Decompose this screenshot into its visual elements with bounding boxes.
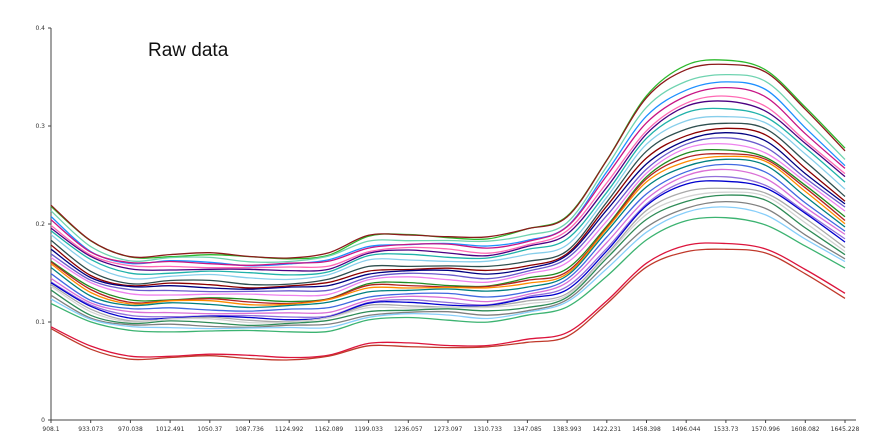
x-tick-label: 970.038 [118, 426, 143, 433]
y-tick-label: 0.3 [35, 123, 45, 130]
x-tick-label: 1050.37 [197, 426, 222, 433]
series-line [50, 59, 846, 260]
series-line [50, 158, 846, 309]
series-line [50, 155, 846, 306]
series-line [50, 142, 846, 297]
x-tick-label: 1570.996 [751, 426, 780, 433]
chart-title: Raw data [148, 40, 229, 61]
series-line [50, 216, 846, 334]
series-line [50, 115, 846, 281]
y-tick-label: 0.1 [35, 319, 45, 326]
series-line [50, 127, 846, 289]
x-tick-label: 1087.736 [235, 426, 264, 433]
x-tick-label: 1458.398 [632, 426, 661, 433]
x-tick-label: 1383.993 [553, 426, 582, 433]
x-tick-label: 1608.082 [791, 426, 820, 433]
x-tick-label: 1347.085 [513, 426, 542, 433]
x-axis-ticks: 908.1 933.073 970.038 1012.491 1050.37 1087.7… [42, 420, 859, 433]
axes [50, 28, 856, 421]
series-line [50, 95, 846, 269]
series-line [50, 86, 846, 266]
series-line [50, 163, 846, 312]
series-line [50, 63, 846, 259]
x-tick-label: 908.1 [42, 426, 59, 433]
series-line [50, 200, 846, 328]
x-tick-label: 1162.089 [315, 426, 344, 433]
x-tick-label: 1422.231 [592, 426, 621, 433]
series-lines [50, 59, 846, 361]
y-tick-label: 0 [41, 417, 45, 424]
series-line [50, 122, 846, 286]
series-line [50, 148, 846, 303]
series-line [50, 73, 846, 263]
series-line [50, 175, 846, 319]
series-line [50, 168, 846, 315]
series-line [50, 248, 846, 361]
x-tick-label: 1533.73 [713, 426, 738, 433]
x-tick-label: 1273.097 [434, 426, 463, 433]
series-line [50, 107, 846, 276]
series-line [50, 194, 846, 327]
y-tick-label: 0.2 [35, 221, 45, 228]
series-line [50, 206, 846, 330]
y-axis-ticks: 0 0.1 0.2 0.3 0.4 [35, 25, 51, 424]
series-line [50, 132, 846, 290]
series-line [50, 242, 846, 359]
x-tick-label: 1645.228 [831, 426, 860, 433]
series-line [50, 137, 846, 293]
x-tick-label: 1496.044 [672, 426, 701, 433]
x-tick-label: 1012.491 [156, 426, 185, 433]
y-tick-label: 0.4 [35, 25, 45, 32]
x-tick-label: 1236.057 [394, 426, 423, 433]
x-tick-label: 1124.992 [275, 426, 304, 433]
series-line [50, 100, 846, 272]
series-line [50, 191, 846, 324]
x-tick-label: 1310.733 [473, 426, 502, 433]
x-tick-label: 1199.033 [354, 426, 383, 433]
x-tick-label: 933.073 [78, 426, 103, 433]
